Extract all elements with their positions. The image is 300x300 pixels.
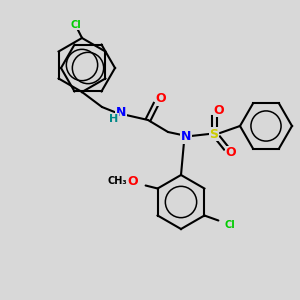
- Text: O: O: [127, 175, 138, 188]
- Text: H: H: [110, 114, 118, 124]
- Text: N: N: [181, 130, 191, 143]
- Text: N: N: [116, 106, 126, 118]
- Text: O: O: [156, 92, 166, 106]
- Text: O: O: [226, 146, 236, 160]
- Text: Cl: Cl: [70, 20, 81, 30]
- Text: Cl: Cl: [224, 220, 235, 230]
- Text: S: S: [209, 128, 218, 140]
- Text: O: O: [214, 103, 224, 116]
- Text: CH₃: CH₃: [108, 176, 127, 187]
